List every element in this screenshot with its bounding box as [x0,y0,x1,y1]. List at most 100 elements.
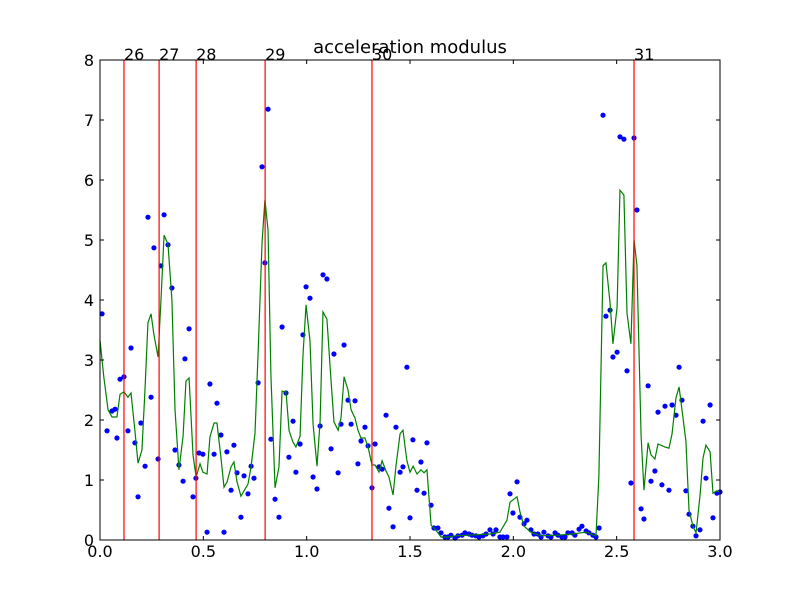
data-point [500,534,506,540]
data-point [700,418,706,424]
data-point [621,136,627,142]
data-point [404,364,410,370]
data-point [293,469,299,475]
x-tick-label: 3.0 [707,542,732,561]
data-point [510,510,516,516]
data-point [231,442,237,448]
data-point [386,505,392,511]
data-point [617,134,623,140]
data-point [624,368,630,374]
data-point [400,464,406,470]
x-tick-label: 1.0 [294,542,319,561]
data-point [297,441,303,447]
data-point [148,394,154,400]
data-point [135,494,141,500]
data-point [524,517,530,523]
data-point [241,473,247,479]
x-tick-label: 0.0 [87,542,112,561]
data-point [358,438,364,444]
data-point [655,409,661,415]
data-point [190,494,196,500]
data-point [710,515,716,521]
data-point [279,324,285,330]
data-point [104,428,110,434]
data-point [603,313,609,319]
data-point [142,463,148,469]
data-point [707,402,713,408]
data-point [112,406,118,412]
data-point [314,486,320,492]
data-point [352,398,358,404]
data-point [228,487,234,493]
data-point [328,446,334,452]
data-point [703,475,709,481]
x-tick-label: 2.0 [501,542,526,561]
y-tick-label: 8 [84,51,94,70]
data-point [99,311,105,317]
y-tick-label: 2 [84,411,94,430]
data-point [596,525,602,531]
data-point [335,470,341,476]
y-tick-label: 3 [84,351,94,370]
data-point [424,440,430,446]
data-point [307,295,313,301]
data-point [151,245,157,251]
data-point [507,491,513,497]
data-point [476,534,482,540]
marker-label: 28 [196,45,216,64]
data-line [99,188,721,538]
marker-label: 27 [159,45,179,64]
data-point [128,345,134,351]
data-point [610,354,616,360]
data-point [169,285,175,291]
data-point [648,478,654,484]
data-point [393,424,399,430]
data-point [662,403,668,409]
data-point [504,534,510,540]
data-point [221,529,227,535]
data-point [693,533,699,539]
x-tick-label: 2.5 [604,542,629,561]
data-point [172,447,178,453]
data-point [438,530,444,536]
x-tick-label: 1.5 [397,542,422,561]
data-point [182,356,188,362]
y-tick-label: 4 [84,291,94,310]
data-point [207,381,213,387]
data-point [224,449,230,455]
data-point [390,524,396,530]
data-point [245,491,251,497]
data-point [493,527,499,533]
data-point [218,432,224,438]
data-point [310,474,316,480]
data-point [268,436,274,442]
marker-label: 29 [265,45,285,64]
data-point [161,212,167,218]
data-point [514,479,520,485]
data-point [196,450,202,456]
data-point [355,461,361,467]
data-point [259,164,265,170]
data-point [324,276,330,282]
y-tick-label: 5 [84,231,94,250]
data-point [204,529,210,535]
data-point [676,364,682,370]
data-point [600,112,606,118]
marker-label: 26 [124,45,144,64]
y-tick-label: 0 [84,531,94,550]
data-point [379,466,385,472]
data-point [303,284,309,290]
data-point [125,428,131,434]
data-point [414,487,420,493]
data-point [645,383,651,389]
x-tick-label: 0.5 [191,542,216,561]
data-point [341,342,347,348]
data-point [186,326,192,332]
data-point [659,482,665,488]
data-point [669,402,675,408]
data-point [634,207,640,213]
data-point [200,451,206,457]
data-point [407,515,413,521]
data-point [666,487,672,493]
